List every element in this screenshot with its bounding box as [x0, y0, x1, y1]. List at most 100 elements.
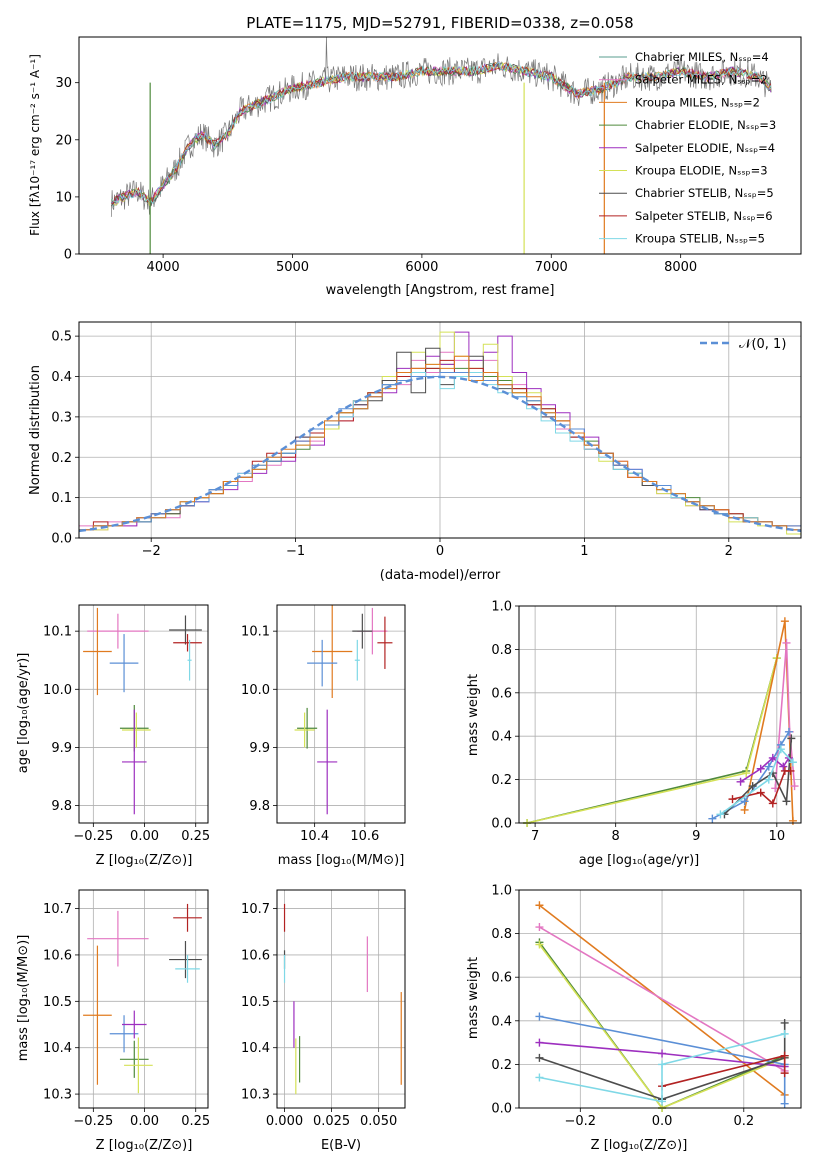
y-tick-label: 10	[55, 190, 72, 205]
y-tick-label: 0.6	[491, 686, 512, 701]
weight-marker	[780, 1029, 789, 1038]
error-bar-point	[87, 613, 149, 649]
error-bar-point	[109, 634, 139, 693]
mass-metallicity-axes: −0.25 0.00 0.25 10.3 10.4 10.5 10.6 10.7	[43, 889, 210, 1129]
weight-marker	[768, 799, 777, 808]
weight-metallicity-frame	[518, 889, 802, 1109]
y-tick-label: 0.5	[51, 330, 72, 345]
x-tick-label: 8	[612, 829, 620, 844]
x-tick-label: 0	[436, 544, 444, 559]
error-bar-point	[312, 605, 353, 699]
y-tick-label: 0.2	[491, 773, 512, 788]
age-z-ylabel: age [log₁₀(age/yr)]	[16, 653, 31, 774]
error-bar-point	[87, 910, 149, 967]
y-tick-label: 10.3	[241, 1088, 270, 1103]
residuals-xlabel: (data-model)/error	[380, 568, 501, 583]
x-tick-label: 4000	[147, 260, 180, 275]
weight-marker	[780, 1051, 789, 1060]
weight-marker	[786, 766, 795, 775]
x-tick-label: 0.025	[313, 1114, 350, 1129]
weight-marker	[787, 734, 796, 743]
y-tick-label: 30	[55, 76, 72, 91]
y-tick-label: 10.3	[43, 1088, 72, 1103]
x-tick-label: 10.6	[350, 829, 379, 844]
error-bar-point	[187, 639, 192, 681]
spectrum-xlabel: wavelength [Angstrom, rest frame]	[326, 283, 555, 298]
y-tick-label: 9.9	[51, 741, 72, 756]
weight-marker	[535, 1053, 544, 1062]
y-tick-label: 0.4	[51, 370, 72, 385]
y-tick-label: 0.2	[491, 1058, 512, 1073]
error-bar-point	[307, 639, 338, 687]
weight-z-xlabel: Z [log₁₀(Z/Z⊙)]	[591, 1138, 688, 1153]
x-tick-label: 5000	[276, 260, 309, 275]
weight-marker	[780, 1069, 789, 1078]
age-mass-xlabel: mass [log₁₀(M/M⊙)]	[278, 853, 405, 868]
y-tick-label: 0.0	[51, 532, 72, 547]
weight-marker	[790, 782, 799, 791]
age-metallicity-axes: −0.25 0.00 0.25 9.8 9.9 10.0 10.1	[43, 604, 210, 844]
x-tick-label: 7	[531, 829, 539, 844]
weight-marker	[716, 810, 725, 819]
spectrum-title: PLATE=1175, MJD=52791, FIBERID=0338, z=0…	[246, 14, 633, 32]
x-tick-label: 6000	[405, 260, 438, 275]
x-tick-label: −1	[286, 544, 305, 559]
x-tick-label: 0.050	[360, 1114, 397, 1129]
weight-marker	[784, 727, 793, 736]
weight-marker	[782, 638, 791, 647]
y-tick-label: 10.6	[241, 948, 270, 963]
error-bar-point	[122, 709, 147, 815]
residuals-ylabel: Normed distribution	[28, 365, 43, 495]
legend-entry: Kroupa ELODIE, Nₛₛₚ=3	[635, 164, 768, 178]
error-bar-point	[119, 1040, 149, 1078]
weight-marker	[740, 797, 749, 806]
x-tick-label: 1	[580, 544, 588, 559]
weight-marker	[658, 1097, 667, 1106]
legend-entry: Chabrier ELODIE, Nₛₛₚ=3	[635, 118, 776, 132]
model-spectrum	[110, 61, 772, 205]
x-tick-label: 9	[692, 829, 700, 844]
weight-marker	[535, 1073, 544, 1082]
y-tick-label: 0.3	[51, 410, 72, 425]
x-tick-label: 2	[725, 544, 733, 559]
x-tick-label: 10.4	[300, 829, 329, 844]
weight-marker	[740, 805, 749, 814]
y-tick-label: 9.8	[249, 799, 270, 814]
error-bar-point	[294, 712, 315, 748]
age-metallicity-frame	[78, 604, 209, 824]
error-bar-point	[83, 945, 112, 1085]
weight-age-axes: 7 8 9 10 0.0 0.2 0.4 0.6 0.8 1.0	[491, 600, 802, 844]
model-spectrum	[111, 62, 772, 205]
weight-marker	[535, 923, 544, 932]
weight-line	[539, 1023, 786, 1101]
weight-metallicity-axes: −0.2 0.0 0.2 0.0 0.2 0.4 0.6 0.8 1.0	[491, 884, 802, 1129]
weight-marker	[658, 1049, 667, 1058]
x-tick-label: 7000	[535, 260, 568, 275]
y-tick-label: 0.4	[491, 1014, 512, 1029]
weight-marker	[742, 769, 751, 778]
y-tick-label: 10.6	[43, 948, 72, 963]
y-tick-label: 0.0	[491, 1102, 512, 1117]
y-tick-label: 10.0	[43, 683, 72, 698]
error-bar-point	[122, 712, 151, 748]
error-bar-point	[173, 634, 202, 652]
weight-line	[539, 1033, 785, 1103]
weight-marker	[535, 901, 544, 910]
x-tick-label: 0.00	[130, 1114, 159, 1129]
weight-marker	[779, 762, 788, 771]
y-tick-label: 10.1	[43, 625, 72, 640]
spectrum-ylabel: Flux [fλ10⁻¹⁷ erg cm⁻² s⁻¹ A⁻¹]	[28, 54, 42, 236]
mass-metallicity-frame	[78, 889, 209, 1109]
weight-age-ylabel: mass weight	[466, 674, 481, 756]
residuals-axes: −2 −1 0 1 2 0.0 0.1 0.2 0.3 0.4 0.5	[51, 321, 802, 559]
weight-age-frame	[518, 605, 802, 824]
weight-line	[538, 926, 786, 1072]
y-tick-label: 0.6	[491, 971, 512, 986]
y-tick-label: 0.8	[491, 927, 512, 942]
residuals-legend-label: 𝒩(0, 1)	[739, 337, 786, 352]
error-bar-point	[169, 941, 202, 979]
observed-spectrum	[110, 37, 772, 217]
y-tick-label: 0.1	[51, 491, 72, 506]
error-bar-point	[377, 616, 393, 669]
y-tick-label: 10.4	[43, 1041, 72, 1056]
